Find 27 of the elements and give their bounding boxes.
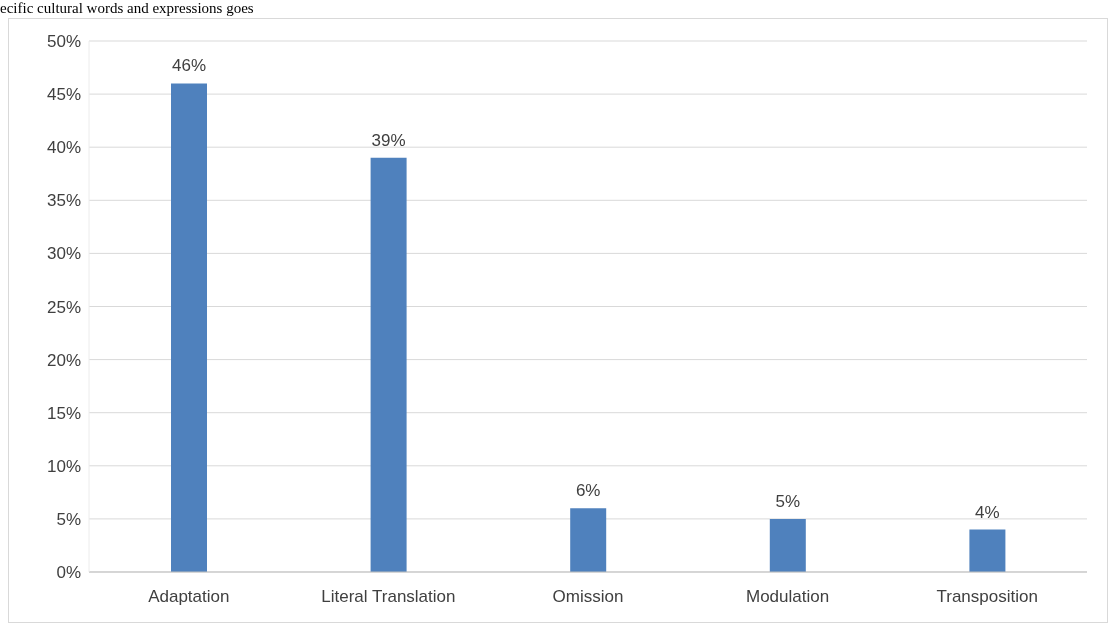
x-tick-label: Omission: [552, 587, 624, 607]
data-label: 4%: [975, 502, 1000, 522]
y-tick-label: 40%: [46, 138, 81, 158]
data-label: 5%: [775, 491, 801, 511]
y-tick-label: 15%: [46, 403, 81, 423]
data-label: 39%: [371, 130, 406, 150]
data-label: 6%: [575, 481, 601, 501]
x-tick-label: Modulation: [746, 587, 830, 607]
text: ecific cultural words and expressions goes: [0, 0, 254, 16]
bar: [370, 157, 407, 572]
y-tick-label: 45%: [46, 85, 81, 105]
x-tick-label: Adaptation: [148, 587, 230, 607]
x-tick-label: Transposition: [936, 587, 1038, 607]
y-tick-label: 30%: [46, 244, 81, 264]
bar: [171, 83, 207, 572]
y-tick-label: 20%: [46, 350, 81, 370]
y-tick-label: 5%: [56, 509, 81, 529]
y-tick-label: 35%: [46, 191, 81, 211]
y-tick-label: 0%: [56, 563, 81, 583]
bar: [969, 529, 1006, 572]
y-tick-label: 10%: [46, 456, 81, 476]
data-label: 46%: [171, 56, 207, 76]
y-tick-label: 50%: [46, 32, 81, 52]
y-tick-label: 25%: [46, 297, 81, 317]
bar: [570, 508, 607, 572]
x-tick-label: Literal Translation: [321, 587, 456, 607]
bar: [769, 518, 806, 572]
